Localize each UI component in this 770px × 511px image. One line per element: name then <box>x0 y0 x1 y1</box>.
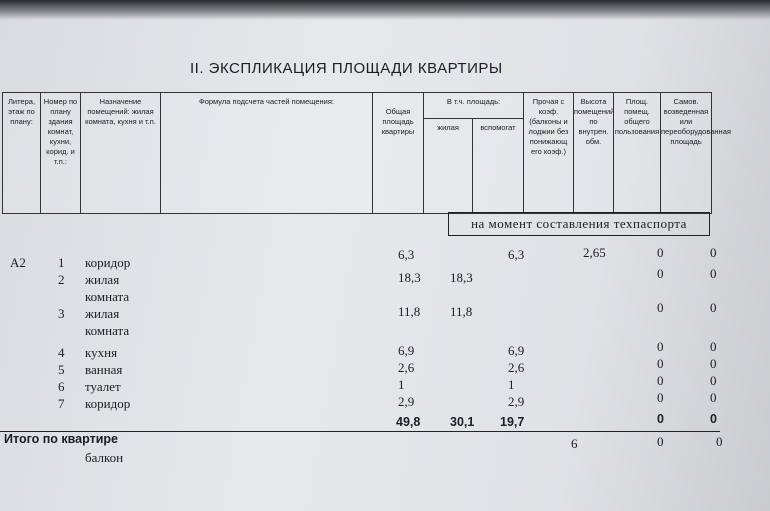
row-self: 0 <box>710 300 717 315</box>
row-total: 2,6 <box>398 360 415 375</box>
row-number: 1 <box>58 255 65 270</box>
row-total: 18,3 <box>398 270 421 285</box>
row-name: коридор <box>85 255 131 270</box>
row-number: 3 <box>58 306 65 321</box>
header-living: жилая <box>423 118 472 214</box>
header-total: Общая площадь квартиры <box>372 92 423 214</box>
row-aux: 2,6 <box>508 360 525 375</box>
row-number: 4 <box>58 345 65 360</box>
balcony-other: 6 <box>571 436 578 451</box>
row-name-cont: комната <box>85 289 130 304</box>
row-common: 0 <box>657 373 664 388</box>
header-number: Номер по плану здания комнат, кухни, кор… <box>40 92 80 214</box>
row-self: 0 <box>710 373 717 388</box>
row-living: 18,3 <box>450 270 473 285</box>
row-number: 2 <box>58 272 65 287</box>
header-selfbuilt: Самов. возведенная или переоборудованная… <box>660 92 731 214</box>
row-total: 6,3 <box>398 247 415 262</box>
summary-label: Итого по квартире <box>4 432 118 446</box>
page-title: II. ЭКСПЛИКАЦИЯ ПЛОЩАДИ КВАРТИРЫ <box>190 60 503 77</box>
balcony-self: 0 <box>716 434 723 449</box>
total-divider <box>0 431 720 432</box>
row-living: 11,8 <box>450 304 473 319</box>
row-common: 0 <box>657 339 664 354</box>
header-purpose: Назначение помещений: жилая комната, кух… <box>80 92 160 214</box>
row-self: 0 <box>710 266 717 281</box>
row-total: 6,9 <box>398 343 415 358</box>
row-self: 0 <box>710 339 717 354</box>
header-height: Высота помещений по внутрен. обм. <box>573 92 614 214</box>
row-name: ванная <box>85 362 123 377</box>
row-aux: 6,3 <box>508 247 525 262</box>
row-litera: A2 <box>10 255 26 270</box>
row-total: 1 <box>398 377 405 392</box>
row-common: 0 <box>657 245 664 260</box>
row-name-cont: комната <box>85 323 130 338</box>
header-formula: Формула подсчета частей помещения: <box>160 92 372 214</box>
row-aux: 1 <box>508 377 515 392</box>
row-name: кухня <box>85 345 118 360</box>
row-self: 0 <box>710 245 717 260</box>
row-name: туалет <box>85 379 121 394</box>
row-self: 0 <box>710 390 717 405</box>
row-common: 0 <box>657 356 664 371</box>
row-name: жилая <box>85 272 120 287</box>
row-common: 0 <box>657 390 664 405</box>
row-name: коридор <box>85 396 131 411</box>
summary-total: 49,8 <box>396 415 421 429</box>
row-aux: 2,9 <box>508 394 525 409</box>
summary-common: 0 <box>657 412 664 426</box>
header-incl: В т.ч. площадь: <box>423 92 523 214</box>
row-common: 0 <box>657 300 664 315</box>
row-total: 11,8 <box>398 304 421 319</box>
header-other: Прочая с коэф. (балконы и лоджии без пон… <box>523 92 573 214</box>
row-number: 6 <box>58 379 65 394</box>
row-name: жилая <box>85 306 120 321</box>
row-common: 0 <box>657 266 664 281</box>
summary-living: 30,1 <box>450 415 475 429</box>
row-number: 7 <box>58 396 65 411</box>
row-self: 0 <box>710 356 717 371</box>
header-common: Площ. помещ. общего пользования <box>613 92 660 214</box>
balcony-name: балкон <box>85 450 124 465</box>
summary-aux: 19,7 <box>500 415 525 429</box>
row-aux: 6,9 <box>508 343 525 358</box>
header-aux: вспомогат <box>472 118 523 214</box>
page-edge <box>0 0 770 20</box>
stamp-label: на момент составления техпаспорта <box>448 212 710 236</box>
row-number: 5 <box>58 362 65 377</box>
summary-self: 0 <box>710 412 717 426</box>
header-litera: Литера, этаж по плану: <box>2 92 40 214</box>
row-height: 2,65 <box>583 245 606 260</box>
row-total: 2,9 <box>398 394 415 409</box>
balcony-common: 0 <box>657 434 664 449</box>
